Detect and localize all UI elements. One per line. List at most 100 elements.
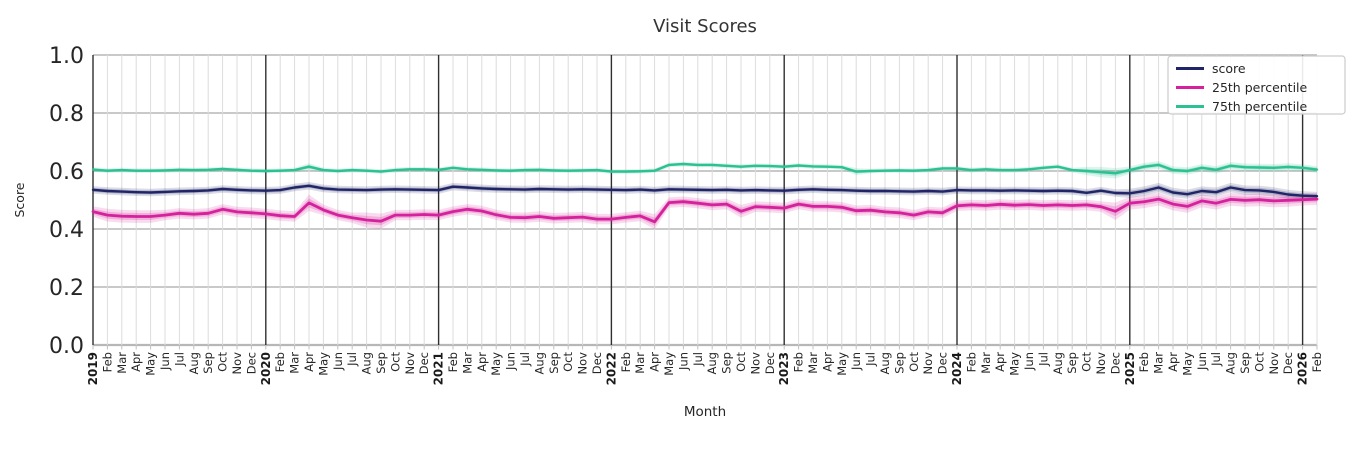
x-tick-label: May [835, 352, 849, 376]
x-tick-label: Apr [475, 352, 489, 372]
x-tick-label: May [316, 352, 330, 376]
x-tick-label: Nov [230, 352, 244, 375]
x-tick-label: Jun [849, 352, 863, 371]
x-tick-label: Jun [504, 352, 518, 371]
x-tick-label: Jul [345, 352, 359, 367]
x-tick-label: Oct [561, 352, 575, 372]
x-tick-label: Sep [201, 352, 215, 374]
x-tick-label: Nov [1267, 352, 1281, 375]
x-tick-label: May [1008, 352, 1022, 376]
series-line-score [91, 184, 1319, 198]
series-line-75th-percentile [91, 162, 1319, 175]
x-tick-label: Jul [518, 352, 532, 367]
x-tick-label: Sep [720, 352, 734, 374]
x-tick-label: Mar [806, 352, 820, 374]
series-line-25th-percentile [91, 197, 1319, 224]
x-tick-label: Oct [907, 352, 921, 372]
x-tick-label: Feb [1310, 352, 1324, 372]
x-tick-label: Jul [1209, 352, 1223, 367]
x-tick-label: May [489, 352, 503, 376]
x-tick-label: Feb [100, 352, 114, 372]
x-tick-label: Sep [547, 352, 561, 374]
x-tick-label: Jul [172, 352, 186, 367]
x-tick-label: Feb [964, 352, 978, 372]
x-tick-label: Nov [921, 352, 935, 375]
x-tick-label: Apr [1166, 352, 1180, 372]
x-tick-label: Apr [993, 352, 1007, 372]
x-tick-label: Feb [273, 352, 287, 372]
x-tick-label: Jun [158, 352, 172, 371]
legend-label-75th-percentile: 75th percentile [1212, 99, 1308, 114]
x-tick-label: Nov [403, 352, 417, 375]
x-tick-label: Aug [878, 352, 892, 374]
x-tick-label: Nov [576, 352, 590, 375]
x-tick-label: Apr [302, 352, 316, 372]
y-tick-label: 0.0 [49, 334, 84, 359]
x-tick-label: Jul [691, 352, 705, 367]
y-tick-label: 0.2 [49, 276, 84, 301]
x-tick-label: Jul [1036, 352, 1050, 367]
x-tick-label: Aug [1224, 352, 1238, 374]
x-tick-label: Feb [446, 352, 460, 372]
x-tick-label: May [662, 352, 676, 376]
x-tick-label: Dec [1281, 352, 1295, 374]
x-tick-label: Apr [129, 352, 143, 372]
x-tick-label: Aug [1051, 352, 1065, 374]
x-tick-label: Mar [115, 352, 129, 374]
x-tick-label: Oct [734, 352, 748, 372]
legend-box [1167, 55, 1346, 115]
x-tick-label: Mar [460, 352, 474, 374]
x-tick-label: Dec [417, 352, 431, 374]
x-tick-label: Nov [748, 352, 762, 375]
x-tick-label: Apr [648, 352, 662, 372]
x-tick-label: Aug [705, 352, 719, 374]
y-tick-label: 0.6 [49, 160, 84, 185]
series-line-layer [91, 162, 1319, 224]
x-tick-label: 2023 [777, 352, 791, 385]
x-tick-label: Apr [820, 352, 834, 372]
x-tick-label: Dec [590, 352, 604, 374]
x-tick-label: Jun [1195, 352, 1209, 371]
legend: score 25th percentile 75th percentile [1167, 55, 1346, 115]
x-tick-label: Dec [1108, 352, 1122, 374]
legend-label-25th-percentile: 25th percentile [1212, 80, 1308, 95]
x-tick-label: Jun [331, 352, 345, 371]
x-tick-label: Oct [388, 352, 402, 372]
x-tick-label: Dec [763, 352, 777, 374]
x-tick-label: Sep [374, 352, 388, 374]
x-tick-label: Oct [1252, 352, 1266, 372]
confidence-band-score [93, 182, 1317, 201]
x-tick-label: Aug [187, 352, 201, 374]
confidence-band-inner-25th-percentile [93, 195, 1317, 226]
x-tick-label: Oct [216, 352, 230, 372]
x-tick-label: 2020 [259, 352, 273, 385]
x-tick-label: Jun [1022, 352, 1036, 371]
x-tick-label: Dec [936, 352, 950, 374]
x-tick-label: Aug [360, 352, 374, 374]
x-tick-label: 2025 [1123, 352, 1137, 385]
chart-title: Visit Scores [653, 16, 757, 37]
x-tick-label: Sep [1238, 352, 1252, 374]
x-tick-label: Aug [532, 352, 546, 374]
x-tick-label: Nov [1094, 352, 1108, 375]
y-tick-label: 0.4 [49, 218, 84, 243]
x-tick-label: Oct [1080, 352, 1094, 372]
x-tick-label: Mar [979, 352, 993, 374]
x-tick-label: Mar [288, 352, 302, 374]
confidence-band-25th-percentile [93, 192, 1317, 230]
x-tick-label: Dec [244, 352, 258, 374]
x-tick-label: Sep [1065, 352, 1079, 374]
x-tick-label: 2019 [86, 352, 100, 385]
x-tick-label: 2026 [1296, 352, 1310, 385]
x-tick-label: 2022 [604, 352, 618, 385]
x-tick-label: Sep [892, 352, 906, 374]
legend-label-score: score [1212, 61, 1246, 76]
x-tick-label: Mar [633, 352, 647, 374]
y-tick-label: 0.8 [49, 102, 84, 127]
x-tick-label: 2024 [950, 352, 964, 385]
x-tick-label: Jul [864, 352, 878, 367]
x-tick-label: Jun [676, 352, 690, 371]
